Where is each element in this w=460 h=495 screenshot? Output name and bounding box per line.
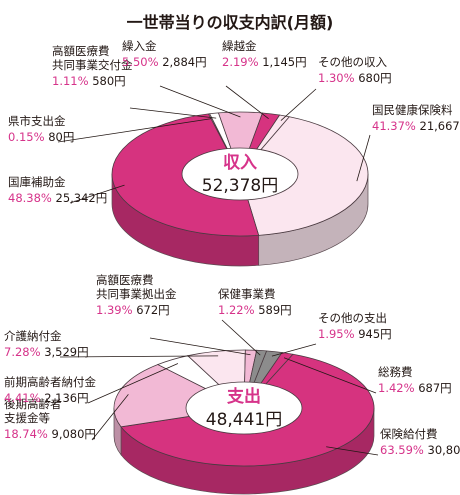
- pie-label-name-1-4: 前期高齢者納付金: [4, 375, 96, 389]
- pie-leader-0-0: [280, 88, 317, 121]
- pie-label-name-0-6: 繰越金: [222, 39, 257, 53]
- pie-center-plate: [185, 381, 303, 435]
- pie-leader-0-1: [356, 134, 371, 182]
- pie-leader-1-1: [283, 357, 377, 394]
- pie-label-name-1-7: 保健事業費: [218, 287, 276, 301]
- pie-label-value-0-2: 48.38% 25,342円: [8, 191, 107, 205]
- pie-label-value-0-1: 41.37% 21,667円: [372, 119, 460, 133]
- pie-leader-0-4: [129, 107, 217, 119]
- pie-label-name-1-1: 総務費: [378, 365, 413, 379]
- pie-leader-1-0: [271, 343, 317, 357]
- pie-leader-1-3: [91, 394, 129, 441]
- figure-title: 一世帯当りの収支内訳(月額): [127, 13, 334, 32]
- pie-center-title: 支出: [227, 386, 261, 407]
- pie-label-value-0-0: 1.30% 680円: [318, 71, 392, 85]
- pie-leader-0-2: [69, 184, 125, 204]
- pie-label-value-1-7: 1.22% 589円: [218, 303, 292, 317]
- pie-leader-0-3: [57, 118, 212, 143]
- pie-label-name-1-3: 後期高齢者: [4, 397, 62, 411]
- pie-label-value-1-5: 7.28% 3,529円: [4, 345, 89, 359]
- pie-label-value-0-3: 0.15% 80円: [8, 130, 74, 144]
- pie-leader-1-6: [149, 337, 251, 356]
- pie-label-value-1-2: 63.59% 30,803円: [380, 443, 460, 457]
- pie-label-name-1-0: その他の支出: [318, 311, 387, 325]
- pie-label-value-1-0: 1.95% 945円: [318, 327, 392, 341]
- pie-label-name-0-0: その他の収入: [318, 55, 387, 69]
- pie-center-plate: [181, 147, 299, 201]
- pie-label-name-0-5: 繰入金: [122, 39, 157, 53]
- pie-leader-1-4: [87, 363, 179, 404]
- pie-label-value-1-4: 4.41% 2,136円: [4, 391, 89, 405]
- pie-leader-1-5: [59, 355, 219, 358]
- pie-label-value-0-4: 1.11% 580円: [52, 74, 126, 88]
- pie-label-name-0-4: 共同事業交付金: [52, 58, 133, 72]
- pie-leader-0-6: [225, 85, 269, 119]
- pie-label-value-0-5: 5.50% 2,884円: [122, 55, 207, 69]
- pie-center-total: 52,378円: [202, 176, 278, 196]
- pie-slice-0-1: [239, 116, 369, 236]
- pie-leader-1-2: [326, 446, 379, 456]
- pie-label-value-0-6: 2.19% 1,145円: [222, 55, 307, 69]
- pie-label-name-0-2: 国庫補助金: [8, 175, 66, 189]
- pie-label-value-1-3: 18.74% 9,080円: [4, 427, 96, 441]
- pie-label-name-0-3: 県市支出金: [8, 114, 66, 128]
- pie-label-name-1-3: 支援金等: [4, 411, 50, 425]
- pie-label-name-1-2: 保険給付費: [380, 427, 438, 441]
- pie-label-name-1-6: 高額医療費: [96, 273, 154, 287]
- pie-label-value-1-1: 1.42% 687円: [378, 381, 452, 395]
- pie-leader-1-7: [221, 319, 261, 356]
- pie-label-name-1-5: 介護納付金: [4, 329, 62, 343]
- pie-leader-0-5: [159, 85, 241, 118]
- pie-label-value-1-6: 1.39% 672円: [96, 303, 170, 317]
- pie-center-total: 48,441円: [206, 410, 282, 430]
- pie-label-name-0-4: 高額医療費: [52, 44, 110, 58]
- pie-label-name-0-1: 国民健康保険料: [372, 103, 453, 117]
- pie-center-title: 収入: [223, 153, 257, 173]
- pie-label-name-1-6: 共同事業拠出金: [96, 287, 177, 301]
